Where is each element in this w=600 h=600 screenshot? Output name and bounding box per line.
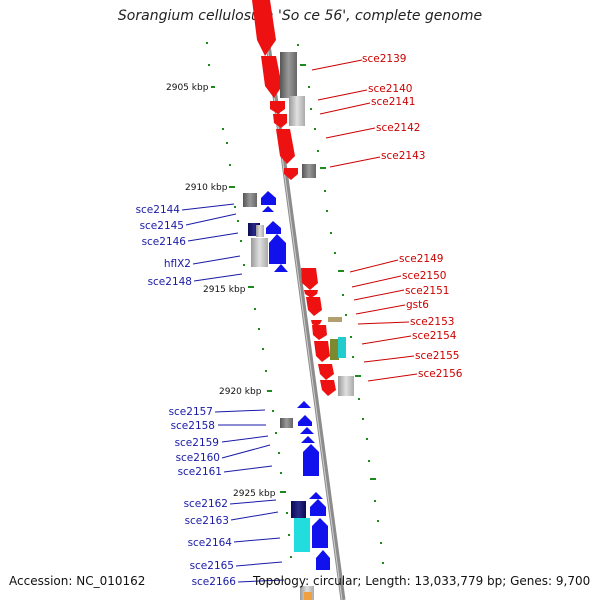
gene-sce2154-cyan[interactable] — [338, 337, 346, 358]
gene-sce2157-shape[interactable] — [297, 401, 311, 408]
gene-sce2144-rna[interactable] — [243, 193, 257, 207]
gene-sce2164-shape[interactable] — [312, 518, 328, 548]
gene-sce2143-rna[interactable] — [302, 164, 316, 178]
page-title: Sorangium cellulosum 'So ce 56', complet… — [117, 8, 483, 24]
gene-sce2162-shape[interactable] — [309, 492, 323, 499]
gene-label-hflX2[interactable]: hflX2 — [164, 258, 191, 270]
gene-sce2138-shape[interactable] — [252, 0, 276, 56]
gene-sce2153-shape[interactable] — [311, 320, 322, 326]
gene-sce2158-rna[interactable] — [280, 418, 293, 428]
gene-label-sce2144[interactable]: sce2144 — [136, 204, 181, 216]
genome-info-label: Topology: circular; Length: 13,033,779 b… — [253, 574, 591, 588]
gene-label-sce2163[interactable]: sce2163 — [185, 515, 229, 527]
gene-sce2166-orange[interactable] — [304, 592, 312, 600]
gene-sce2148-shape[interactable] — [274, 264, 288, 272]
gene-label-sce2139[interactable]: sce2139 — [362, 53, 406, 65]
gene-sce2156a-shape[interactable] — [318, 364, 334, 380]
gene-label-sce2160[interactable]: sce2160 — [176, 452, 220, 464]
gene-sce2144-shape[interactable] — [261, 191, 276, 205]
gene-sce2142-shape[interactable] — [276, 129, 295, 164]
gene-label-sce2158[interactable]: sce2158 — [171, 420, 215, 432]
gene-label-sce2151[interactable]: sce2151 — [405, 285, 449, 297]
kbp-label-2925: 2925 kbp — [233, 489, 276, 499]
kbp-label-2920: 2920 kbp — [219, 387, 262, 397]
gene-label-sce2149[interactable]: sce2149 — [399, 253, 443, 265]
gene-sce2143-shape[interactable] — [284, 168, 298, 180]
gene-sce2156b-shape[interactable] — [320, 380, 336, 396]
gene-sce2162-navy[interactable] — [291, 501, 306, 518]
gene-sce2158-shape[interactable] — [298, 415, 312, 426]
tick-dots-left — [206, 42, 292, 558]
gene-label-sce2154[interactable]: sce2154 — [412, 330, 457, 342]
leader-lines-right — [311, 59, 418, 382]
gene-label-sce2142[interactable]: sce2142 — [376, 122, 420, 134]
gene-sce2140-rna[interactable] — [289, 96, 305, 126]
accession-label: Accession: NC_010162 — [9, 574, 146, 588]
gene-label-sce2161[interactable]: sce2161 — [178, 466, 222, 478]
gene-label-sce2153[interactable]: sce2153 — [410, 316, 454, 328]
gene-sce2163-shape[interactable] — [310, 499, 326, 516]
gene-label-sce2164[interactable]: sce2164 — [188, 537, 233, 549]
gene-sce2161-shape[interactable] — [303, 444, 319, 476]
gene-sce2151-shape[interactable] — [306, 297, 322, 316]
kbp-label-2905: 2905 kbp — [166, 83, 209, 93]
gene-label-sce2162[interactable]: sce2162 — [184, 498, 228, 510]
gene-label-sce2156[interactable]: sce2156 — [418, 368, 463, 380]
gene-sce2154-shape[interactable] — [312, 325, 327, 340]
gene-sce2145-shape[interactable] — [262, 206, 274, 212]
gene-hflX2-rna[interactable] — [251, 238, 268, 267]
gene-sce2150-shape[interactable] — [304, 290, 318, 298]
leader-lines-left — [181, 203, 285, 583]
gene-sce2160-shape[interactable] — [301, 436, 315, 443]
tick-dots-right — [297, 44, 384, 564]
gene-label-sce2141[interactable]: sce2141 — [371, 96, 415, 108]
gene-sce2163-cyan[interactable] — [294, 518, 310, 552]
gene-sce2146-rna[interactable] — [256, 225, 264, 237]
gene-label-sce2157[interactable]: sce2157 — [169, 406, 213, 418]
kbp-label-2910: 2910 kbp — [185, 183, 228, 193]
gene-sce2159-shape[interactable] — [300, 427, 314, 434]
gene-label-sce2159[interactable]: sce2159 — [175, 437, 219, 449]
gene-label-sce2146[interactable]: sce2146 — [142, 236, 187, 248]
gene-label-sce2155[interactable]: sce2155 — [415, 350, 459, 362]
gene-sce2146-shape[interactable] — [266, 221, 281, 234]
gene-sce2140-shape[interactable] — [270, 101, 285, 114]
gene-label-sce2148[interactable]: sce2148 — [148, 276, 192, 288]
gene-sce2165-shape[interactable] — [316, 550, 330, 570]
gene-sce2149-shape[interactable] — [301, 268, 318, 290]
gene-label-sce2166[interactable]: sce2166 — [192, 576, 237, 588]
gene-sce2141-shape[interactable] — [273, 114, 287, 128]
gene-hflX2-shape[interactable] — [269, 234, 286, 264]
gene-label-sce2145[interactable]: sce2145 — [140, 220, 184, 232]
gene-gst6-rna[interactable] — [328, 317, 342, 322]
kbp-label-2915: 2915 kbp — [203, 285, 246, 295]
gene-sce2154-olive[interactable] — [330, 339, 339, 360]
genome-backbone — [259, 0, 346, 600]
gene-label-sce2140[interactable]: sce2140 — [368, 83, 412, 95]
gene-sce2139-shape[interactable] — [261, 56, 282, 98]
gene-label-sce2150[interactable]: sce2150 — [402, 270, 446, 282]
gene-label-sce2143[interactable]: sce2143 — [381, 150, 425, 162]
genome-backbone-highlight — [260, 0, 343, 600]
gene-sce2155-shape[interactable] — [314, 341, 330, 362]
gene-sce2156-rna[interactable] — [338, 376, 354, 396]
gene-sce2139-rna[interactable] — [280, 52, 297, 98]
gene-label-sce2165[interactable]: sce2165 — [190, 560, 234, 572]
gene-label-gst6[interactable]: gst6 — [406, 299, 429, 311]
